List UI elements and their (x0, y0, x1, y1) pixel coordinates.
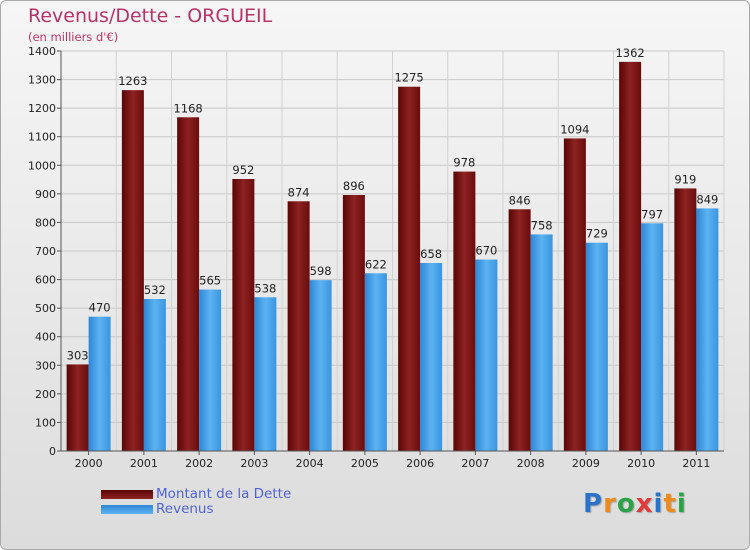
bar-revenue (88, 316, 111, 451)
x-tick-label: 2003 (240, 457, 268, 470)
bar-debt (398, 86, 421, 451)
bar-debt (232, 179, 255, 451)
logo-letter: o (616, 489, 636, 519)
data-label-revenue: 658 (420, 247, 442, 261)
x-tick-label: 2005 (351, 457, 379, 470)
bar-debt (674, 188, 697, 451)
bar-revenue (696, 208, 719, 451)
data-label-debt: 1168 (173, 101, 202, 115)
y-tick-label: 1100 (28, 131, 56, 144)
legend-label-revenue: Revenus (156, 501, 214, 517)
bar-revenue (530, 234, 553, 451)
x-tick-label: 2010 (627, 457, 655, 470)
data-label-debt: 846 (509, 193, 531, 207)
x-tick-label: 2000 (75, 457, 103, 470)
chart-title: Revenus/Dette - ORGUEIL (28, 5, 273, 27)
chart-subtitle: (en milliers d'€) (28, 30, 119, 44)
legend-swatch-debt (101, 490, 153, 499)
logo-letter: P (583, 489, 604, 519)
y-tick-label: 1200 (28, 102, 56, 115)
data-label-debt: 1275 (394, 71, 423, 85)
data-label-revenue: 598 (310, 264, 332, 278)
bar-debt (287, 201, 310, 451)
legend-label-debt: Montant de la Dette (156, 486, 292, 502)
proxiti-logo: Proxiti (583, 489, 687, 519)
x-tick-label: 2009 (572, 457, 600, 470)
x-tick-label: 2001 (130, 457, 158, 470)
data-label-debt: 1094 (560, 122, 589, 136)
bar-revenue (475, 259, 498, 451)
y-tick-label: 700 (35, 245, 56, 258)
y-tick-label: 600 (35, 274, 56, 287)
data-label-debt: 303 (67, 348, 89, 362)
x-tick-label: 2002 (185, 457, 213, 470)
legend-swatch-revenue (101, 505, 153, 514)
logo-letter: r (603, 489, 617, 519)
data-label-revenue: 622 (365, 257, 387, 271)
bar-revenue (585, 242, 608, 451)
data-label-debt: 896 (343, 179, 365, 193)
bar-revenue (254, 297, 277, 451)
x-tick-label: 2011 (682, 457, 710, 470)
data-label-revenue: 797 (641, 207, 663, 221)
bar-revenue (420, 263, 443, 451)
bar-debt (508, 209, 531, 451)
logo-letter: i (653, 489, 664, 519)
y-tick-label: 100 (35, 416, 56, 429)
data-label-revenue: 532 (144, 283, 166, 297)
data-label-debt: 978 (453, 156, 475, 170)
bar-debt (619, 61, 642, 451)
x-tick-label: 2007 (461, 457, 489, 470)
bar-revenue (143, 299, 166, 451)
bar-debt (177, 117, 200, 452)
data-label-revenue: 470 (89, 301, 111, 315)
bar-debt (342, 195, 365, 451)
bar-debt (66, 364, 89, 451)
y-tick-label: 800 (35, 216, 56, 229)
data-label-revenue: 565 (199, 274, 221, 288)
bar-revenue (199, 289, 222, 451)
data-label-revenue: 849 (696, 192, 718, 206)
data-label-debt: 1362 (615, 46, 644, 60)
bar-revenue (364, 273, 387, 451)
y-tick-label: 200 (35, 388, 56, 401)
y-tick-label: 0 (49, 445, 56, 458)
data-label-revenue: 538 (254, 281, 276, 295)
data-label-debt: 1263 (118, 74, 147, 88)
bar-debt (121, 90, 144, 452)
logo-letter: x (635, 489, 654, 519)
x-tick-label: 2006 (406, 457, 434, 470)
y-tick-label: 400 (35, 331, 56, 344)
logo-letter: i (676, 489, 687, 519)
x-tick-label: 2004 (296, 457, 324, 470)
bar-revenue (309, 280, 332, 451)
bar-debt (453, 171, 476, 452)
data-label-debt: 952 (232, 163, 254, 177)
x-tick-label: 2008 (517, 457, 545, 470)
bar-revenue (641, 223, 664, 451)
y-tick-label: 1300 (28, 74, 56, 87)
data-label-revenue: 729 (586, 227, 608, 241)
data-label-debt: 874 (288, 185, 310, 199)
data-label-revenue: 758 (531, 218, 553, 232)
y-tick-label: 1400 (28, 45, 56, 58)
data-label-revenue: 670 (475, 244, 497, 258)
bar-debt (563, 138, 586, 451)
logo-letter: t (663, 489, 677, 519)
y-tick-label: 1000 (28, 159, 56, 172)
y-tick-label: 900 (35, 188, 56, 201)
y-tick-label: 500 (35, 302, 56, 315)
y-tick-label: 300 (35, 359, 56, 372)
data-label-debt: 919 (674, 172, 696, 186)
